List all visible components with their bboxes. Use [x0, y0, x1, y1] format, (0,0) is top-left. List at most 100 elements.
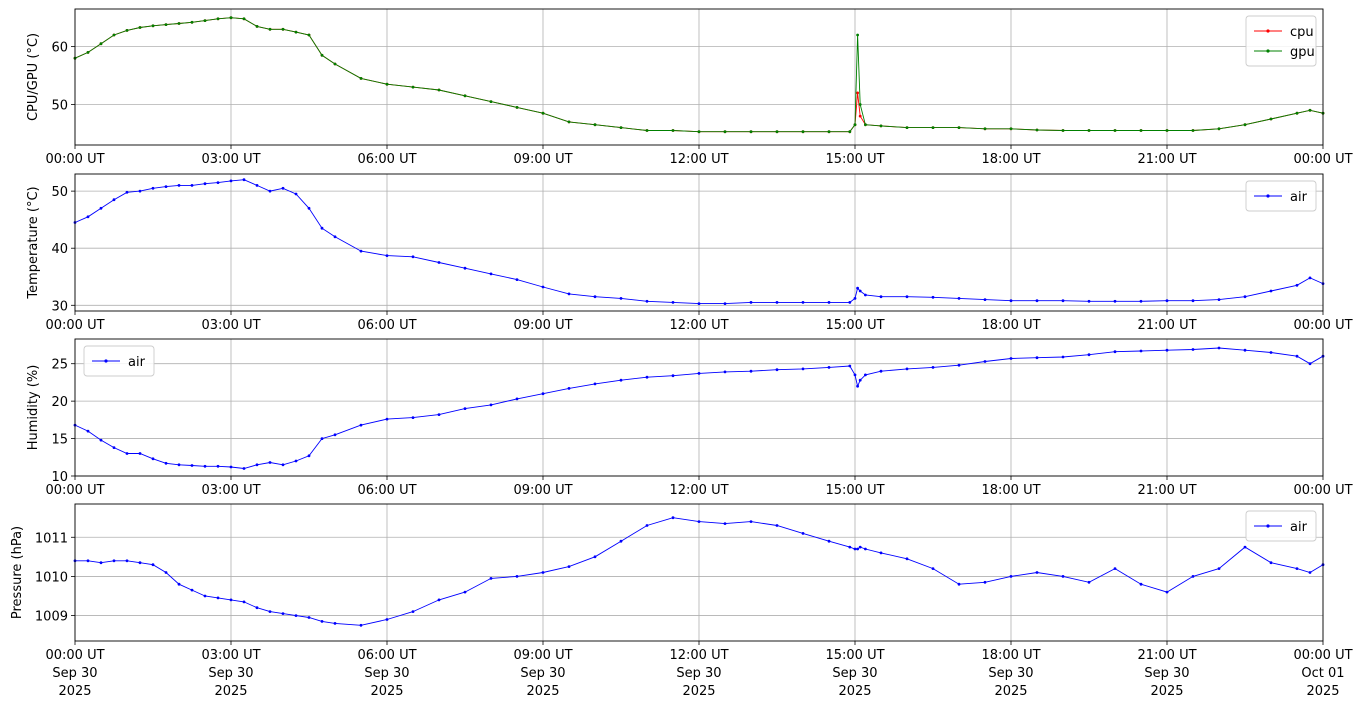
data-point [86, 559, 90, 563]
data-point [567, 120, 571, 124]
data-point [125, 190, 129, 194]
x-tick-label: 03:00 UT [201, 648, 260, 663]
data-point [1165, 129, 1169, 132]
data-point [697, 302, 701, 305]
data-point [619, 126, 623, 129]
data-point [697, 130, 701, 134]
legend: air [1245, 510, 1317, 542]
x-tick-year-label: 2025 [682, 684, 715, 699]
data-point [99, 206, 103, 210]
data-point [541, 571, 545, 574]
x-tick-label: 00:00 UT [45, 648, 104, 663]
data-point [1035, 128, 1039, 132]
data-point [723, 130, 727, 134]
x-tick-label: 03:00 UT [201, 318, 260, 333]
data-point [281, 186, 285, 190]
y-tick-label: 1010 [35, 570, 68, 585]
data-point [437, 413, 441, 416]
y-tick-label: 1011 [35, 531, 68, 546]
data-point [307, 616, 311, 619]
legend-marker [1266, 49, 1270, 53]
data-point [1295, 111, 1299, 115]
legend-marker [104, 359, 108, 363]
series-line-air [74, 347, 1324, 469]
data-point [1139, 582, 1143, 586]
x-tick-label: 18:00 UT [981, 318, 1040, 333]
data-point [203, 19, 207, 22]
data-point [463, 94, 467, 98]
y-axis-label: Humidity (%) [26, 365, 41, 451]
panel-2: 30 40 50 00:00 UT 03:00 UT 06:00 UT 09:00 UT 12… [26, 173, 1353, 333]
data-point [931, 126, 935, 129]
y-axis-label: CPU/GPU (°C) [26, 33, 41, 121]
data-point [411, 85, 415, 89]
data-point [125, 559, 129, 563]
data-point [515, 575, 519, 578]
legend-label: air [1290, 190, 1308, 205]
series-line-air [74, 179, 1324, 305]
data-point [801, 532, 805, 535]
data-point [216, 181, 220, 185]
data-point [1113, 350, 1117, 354]
x-tick-label: 18:00 UT [981, 648, 1040, 663]
data-point [255, 184, 259, 187]
data-point [190, 184, 194, 187]
legend-label: air [1290, 520, 1308, 535]
data-point [1035, 356, 1039, 360]
data-point [957, 126, 961, 129]
data-point [268, 189, 272, 193]
data-point [1035, 571, 1039, 574]
data-point [848, 130, 852, 134]
data-point [1165, 348, 1169, 352]
x-tick-label: 00:00 UT [1293, 483, 1352, 498]
x-tick-year-label: 2025 [58, 684, 91, 699]
data-point [151, 24, 155, 28]
data-point [112, 33, 116, 37]
data-point [645, 299, 649, 303]
data-point [671, 129, 675, 132]
data-point [1139, 129, 1143, 132]
x-tick-label: 21:00 UT [1137, 648, 1196, 663]
data-point [125, 452, 129, 455]
data-point [749, 301, 753, 304]
data-point [957, 363, 961, 367]
x-tick-label: 09:00 UT [513, 152, 572, 167]
x-tick-date-label: Sep 30 [364, 666, 409, 681]
data-point [645, 524, 649, 527]
data-point [177, 184, 181, 187]
y-tick-label: 40 [51, 242, 68, 257]
data-point [1269, 351, 1273, 354]
data-point [1243, 545, 1247, 549]
data-point [856, 91, 859, 95]
data-point [294, 459, 298, 463]
data-point [905, 367, 909, 371]
data-point [112, 446, 116, 449]
panel-3: 10 15 20 25 00:00 UT 03:00 UT 06:00 UT 09:00 UT… [26, 338, 1353, 498]
data-point [242, 467, 246, 470]
data-point [749, 520, 753, 523]
data-point [359, 423, 363, 427]
data-point [489, 272, 493, 276]
data-point [853, 297, 857, 300]
data-point [619, 378, 623, 382]
x-tick-label: 09:00 UT [513, 648, 572, 663]
y-tick-label: 15 [51, 433, 68, 448]
data-point [411, 416, 415, 419]
data-point [307, 206, 311, 210]
data-point [931, 295, 935, 299]
data-point [879, 124, 883, 128]
data-point [463, 590, 467, 594]
data-point [359, 77, 363, 80]
x-tick-label: 00:00 UT [1293, 152, 1352, 167]
data-point [645, 375, 649, 379]
data-point [255, 606, 259, 610]
data-point [801, 130, 805, 134]
data-point [294, 192, 298, 196]
data-point [593, 382, 597, 386]
data-point [1191, 348, 1195, 351]
data-point [957, 297, 961, 300]
legend-marker [1266, 524, 1270, 528]
data-point [983, 298, 987, 301]
legend-box [1245, 15, 1317, 67]
